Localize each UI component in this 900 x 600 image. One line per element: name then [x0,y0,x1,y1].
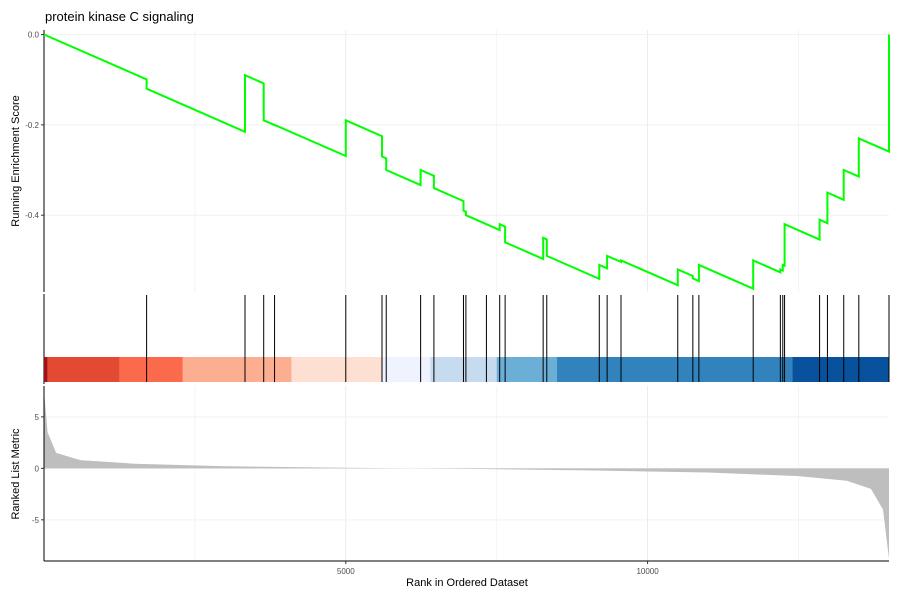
running-enrichment-line [43,33,890,291]
color-bar-segment [44,357,48,382]
ranked-metric-y-tick-label: 0 [35,464,40,473]
ranked-metric-panel: 5 0 -5 5000 10000 Ranked List Metric [10,386,889,576]
color-bar-segment [291,357,382,382]
enrichment-y-tick-label: -0.4 [25,211,39,220]
ranked-metric-area [44,391,889,559]
color-bar-segment [119,357,183,382]
x-ticks: 5000 10000 [337,561,659,576]
x-tick-label: 5000 [337,567,355,576]
x-axis-label: Rank in Ordered Dataset [406,577,528,589]
ranked-metric-gridlines [44,386,889,561]
ranked-metric-y-label: Ranked List Metric [10,428,22,520]
hits-panel [43,294,890,384]
enrichment-panel: 0.0 -0.2 -0.4 Running Enrichment Score [10,30,890,292]
color-bar-segment [382,357,431,382]
x-tick-label: 10000 [636,567,659,576]
ranked-metric-y-ticks: 5 0 -5 [32,413,44,525]
enrichment-y-tick-label: -0.2 [25,121,39,130]
color-bar-segment [557,357,793,382]
enrichment-gridlines [44,30,889,292]
color-bar-segment [182,357,292,382]
ranked-metric-y-tick-label: 5 [35,413,40,422]
color-bar-segment [792,357,889,382]
enrichment-y-label: Running Enrichment Score [10,95,22,226]
enrichment-y-tick-label: 0.0 [28,31,40,40]
chart-title: protein kinase C signaling [45,9,194,24]
ranked-metric-y-tick-label: -5 [32,516,40,525]
gene-hit-markers [146,295,890,382]
color-bar-segment [47,357,120,382]
enrichment-y-ticks: 0.0 -0.2 -0.4 [25,31,44,220]
ranking-color-bar [44,357,889,382]
color-bar-segment [496,357,558,382]
